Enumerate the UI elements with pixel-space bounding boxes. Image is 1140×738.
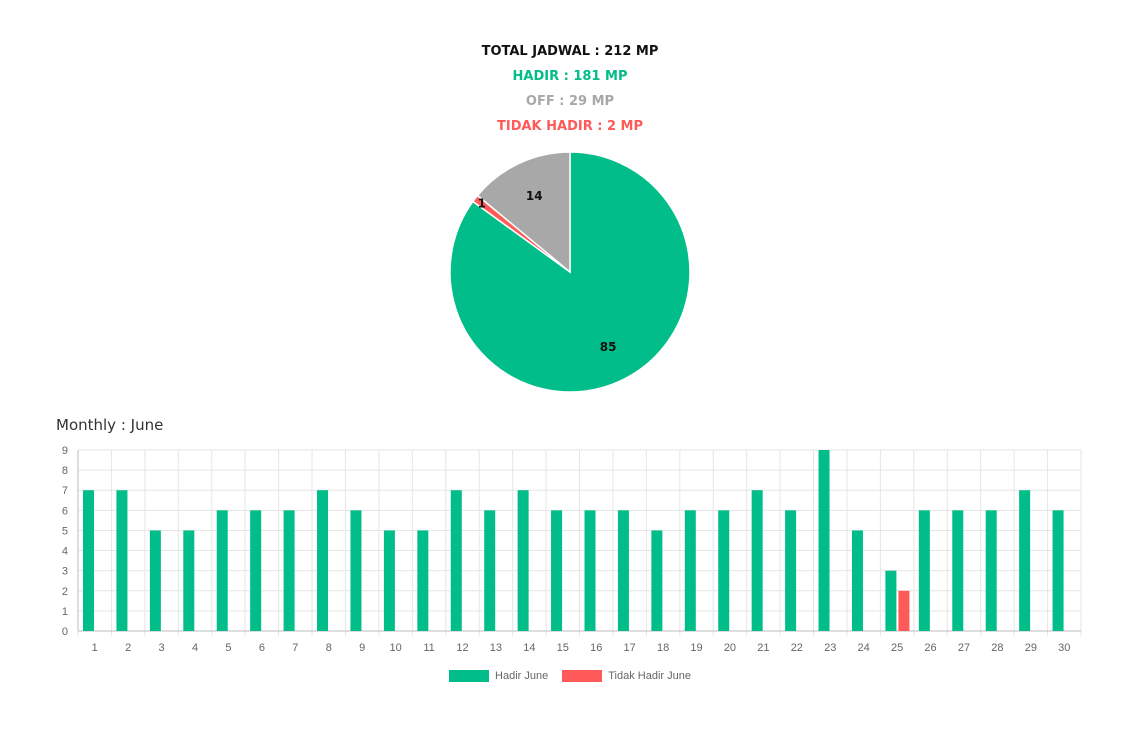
x-tick-label: 17	[624, 642, 636, 654]
x-tick-label: 11	[423, 642, 434, 654]
x-tick-label: 1	[92, 642, 98, 654]
bar-hadir[interactable]	[918, 510, 930, 631]
pie-label-off: 14	[526, 189, 543, 203]
legend-label-hadir: Hadir June	[495, 670, 549, 682]
y-tick-label: 0	[62, 626, 68, 638]
bar-hadir[interactable]	[651, 530, 663, 631]
pie-label-hadir: 85	[600, 340, 617, 354]
bar-hadir[interactable]	[383, 530, 395, 631]
x-tick-label: 6	[259, 642, 265, 654]
off-label: OFF : 29 MP	[525, 94, 615, 109]
bar-hadir[interactable]	[183, 530, 195, 631]
bar-hadir[interactable]	[1019, 490, 1031, 631]
y-tick-label: 3	[62, 566, 68, 578]
x-tick-label: 7	[292, 642, 298, 654]
bar-hadir[interactable]	[250, 510, 262, 631]
y-tick-label: 7	[62, 485, 68, 497]
hadir-label: HADIR : 181 MP	[512, 69, 628, 84]
bar-hadir[interactable]	[718, 510, 730, 631]
bar-hadir[interactable]	[216, 510, 228, 631]
total-jadwal-label: TOTAL JADWAL : 212 MP	[481, 44, 659, 59]
bar-hadir[interactable]	[617, 510, 629, 631]
x-tick-label: 4	[192, 642, 198, 654]
legend-item-tidak-hadir[interactable]: Tidak Hadir June	[562, 670, 691, 682]
x-tick-label: 2	[125, 642, 131, 654]
x-tick-label: 26	[924, 642, 936, 654]
bar-hadir[interactable]	[885, 570, 897, 631]
bar-hadir[interactable]	[517, 490, 529, 631]
attendance-pie-chart: 85 1 14	[449, 151, 691, 393]
bar-hadir[interactable]	[551, 510, 563, 631]
x-tick-label: 23	[824, 642, 836, 654]
bar-hadir[interactable]	[818, 450, 830, 631]
bar-hadir[interactable]	[584, 510, 596, 631]
monthly-chart-title: Monthly : June	[56, 416, 164, 434]
x-tick-label: 22	[791, 642, 803, 654]
bar-hadir[interactable]	[83, 490, 94, 631]
bar-hadir[interactable]	[116, 490, 128, 631]
x-tick-label: 14	[523, 642, 535, 654]
bar-hadir[interactable]	[952, 510, 964, 631]
x-tick-label: 3	[159, 642, 165, 654]
y-tick-label: 2	[62, 586, 68, 598]
x-tick-label: 9	[359, 642, 365, 654]
x-tick-label: 15	[557, 642, 569, 654]
bar-hadir[interactable]	[149, 530, 161, 631]
bar-hadir[interactable]	[484, 510, 496, 631]
y-tick-label: 1	[62, 606, 68, 618]
y-tick-label: 9	[62, 445, 68, 457]
x-tick-label: 19	[690, 642, 702, 654]
bar-hadir[interactable]	[283, 510, 295, 631]
y-tick-label: 4	[62, 546, 68, 558]
x-tick-label: 27	[958, 642, 970, 654]
x-tick-label: 20	[724, 642, 736, 654]
y-tick-label: 6	[62, 505, 68, 517]
x-tick-label: 30	[1058, 642, 1070, 654]
y-tick-label: 8	[62, 465, 68, 477]
x-tick-label: 13	[490, 642, 502, 654]
bar-hadir[interactable]	[1052, 510, 1064, 631]
pie-slice-off[interactable]	[476, 151, 571, 274]
x-tick-label: 28	[991, 642, 1003, 654]
bar-hadir[interactable]	[985, 510, 997, 631]
bar-hadir[interactable]	[350, 510, 362, 631]
pie-label-tidak-hadir: 1	[478, 197, 486, 211]
y-tick-label: 5	[62, 525, 68, 537]
bar-hadir[interactable]	[684, 510, 696, 631]
legend-item-hadir[interactable]: Hadir June	[449, 670, 548, 682]
bar-hadir[interactable]	[851, 530, 863, 631]
x-tick-label: 8	[326, 642, 332, 654]
tidak-hadir-label: TIDAK HADIR : 2 MP	[496, 119, 644, 134]
x-tick-label: 21	[757, 642, 769, 654]
legend-label-tidak-hadir: Tidak Hadir June	[608, 670, 691, 682]
bar-hadir[interactable]	[417, 530, 429, 631]
bar-hadir[interactable]	[785, 510, 797, 631]
x-tick-label: 10	[389, 642, 401, 654]
bar-chart-legend: Hadir June Tidak Hadir June	[0, 670, 1140, 682]
bar-hadir[interactable]	[751, 490, 763, 631]
x-tick-label: 25	[891, 642, 903, 654]
x-tick-label: 24	[858, 642, 870, 654]
x-tick-label: 18	[657, 642, 669, 654]
x-tick-label: 29	[1025, 642, 1037, 654]
x-tick-label: 5	[225, 642, 231, 654]
bar-hadir[interactable]	[317, 490, 329, 631]
bar-tidak-hadir[interactable]	[898, 590, 910, 631]
legend-swatch-tidak-hadir	[562, 670, 603, 682]
legend-swatch-hadir	[449, 670, 490, 682]
x-tick-label: 12	[456, 642, 468, 654]
bar-hadir[interactable]	[450, 490, 462, 631]
x-tick-label: 16	[590, 642, 602, 654]
